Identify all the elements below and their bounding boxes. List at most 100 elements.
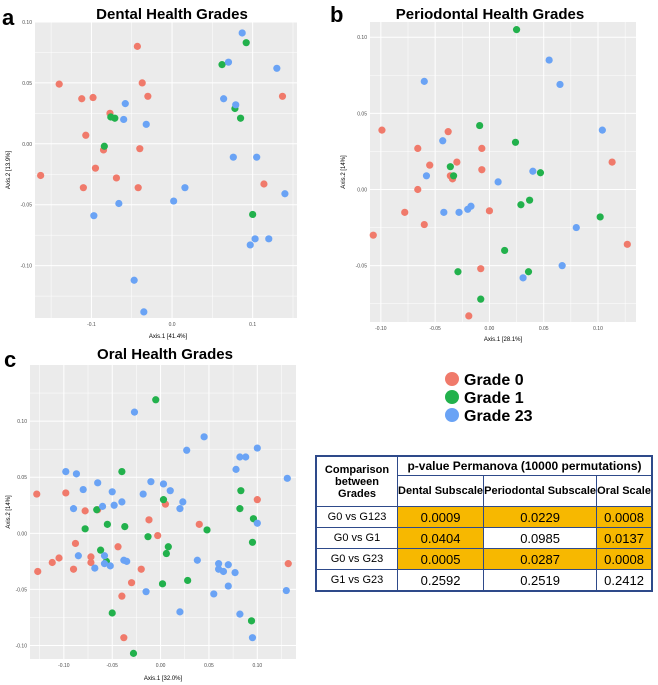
point-grade0 xyxy=(87,558,95,567)
point-grade23 xyxy=(62,468,70,476)
point-grade23 xyxy=(159,480,168,488)
point-grade23 xyxy=(170,197,178,205)
point-grade0 xyxy=(623,240,631,248)
header-comparison: Comparison between Grades xyxy=(315,455,398,507)
panel-b-plot-bg xyxy=(370,22,636,322)
point-grade0 xyxy=(278,92,287,100)
legend: Grade 0 Grade 1 Grade 23 xyxy=(445,372,533,425)
point-grade23 xyxy=(253,153,261,161)
point-grade23 xyxy=(439,137,447,145)
panel-a-plot-bg xyxy=(35,22,297,318)
point-grade1 xyxy=(121,522,129,531)
point-grade0 xyxy=(253,496,261,504)
cell-periodontal: 0.2519 xyxy=(483,569,598,592)
point-grade0 xyxy=(91,164,100,172)
point-grade23 xyxy=(142,588,150,596)
point-grade0 xyxy=(195,520,203,528)
x-tick-label: 0.05 xyxy=(539,326,549,332)
point-grade23 xyxy=(229,153,237,161)
point-grade23 xyxy=(246,241,254,249)
point-grade23 xyxy=(251,235,259,243)
point-grade1 xyxy=(100,142,108,150)
x-tick-label: -0.1 xyxy=(87,322,96,328)
x-tick-label: 0.10 xyxy=(252,663,262,669)
table-row: G0 vs G123 0.0009 0.0229 0.0008 xyxy=(315,506,653,528)
point-grade0 xyxy=(478,166,486,174)
point-grade1 xyxy=(526,196,534,204)
panel-a: a Dental Health Grades -0.1 0.0 0.1-0.10-0… xyxy=(2,5,297,340)
point-grade1 xyxy=(159,496,168,504)
point-grade23 xyxy=(224,58,233,66)
panel-c: c Oral Health Grades -0.10 -0.05 0.00 0.05 0… xyxy=(4,346,296,682)
point-grade1 xyxy=(446,163,454,171)
point-grade23 xyxy=(130,276,138,284)
panel-a-title: Dental Health Grades xyxy=(96,6,248,23)
point-grade1 xyxy=(450,172,458,180)
point-grade0 xyxy=(138,79,146,87)
panel-a-points xyxy=(37,29,289,316)
point-grade23 xyxy=(519,274,527,282)
point-grade23 xyxy=(282,586,290,595)
point-grade23 xyxy=(215,565,223,573)
point-grade23 xyxy=(236,453,244,461)
y-tick-label: 0.10 xyxy=(357,35,367,41)
point-grade0 xyxy=(154,531,162,540)
point-grade23 xyxy=(556,80,564,89)
point-grade1 xyxy=(249,210,257,219)
point-grade23 xyxy=(440,208,448,216)
point-grade1 xyxy=(236,114,245,122)
panel-c-letter: c xyxy=(4,347,16,372)
panel-b-xlabel: Axis.1 [28.1%] xyxy=(484,337,523,343)
point-grade23 xyxy=(422,172,431,180)
point-grade23 xyxy=(115,199,123,208)
point-grade1 xyxy=(248,538,257,546)
point-grade23 xyxy=(110,501,118,509)
panel-a-xlabel: Axis.1 [41.4%] xyxy=(149,334,188,340)
cell-oral: 0.0008 xyxy=(596,548,653,570)
header-periodontal: Periodontal Subscale xyxy=(483,475,598,507)
point-grade23 xyxy=(238,29,246,37)
point-grade0 xyxy=(137,565,145,573)
point-grade0 xyxy=(118,592,126,600)
point-grade23 xyxy=(108,488,116,496)
point-grade1 xyxy=(477,295,485,303)
point-grade1 xyxy=(111,114,119,122)
y-tick-label: 0.10 xyxy=(17,419,27,425)
table-row: G0 vs G1 0.0404 0.0985 0.0137 xyxy=(315,527,653,549)
x-tick-label: -0.05 xyxy=(429,326,441,332)
point-grade23 xyxy=(90,212,98,220)
cell-periodontal: 0.0985 xyxy=(483,527,598,549)
x-tick-label: 0.1 xyxy=(249,322,256,328)
point-grade1 xyxy=(203,526,211,534)
point-grade23 xyxy=(281,190,289,198)
panel-b-title: Periodontal Health Grades xyxy=(396,6,584,23)
point-grade0 xyxy=(136,145,144,153)
point-grade23 xyxy=(69,505,78,513)
point-grade23 xyxy=(123,557,131,565)
point-grade23 xyxy=(545,56,553,64)
header-pvalue: p-value Permanova (10000 permutations) xyxy=(397,455,653,476)
point-grade1 xyxy=(501,246,509,255)
y-tick-label: -0.05 xyxy=(16,587,28,593)
point-grade0 xyxy=(34,567,42,576)
legend-label-grade23: Grade 23 xyxy=(464,408,533,425)
point-grade23 xyxy=(139,490,147,498)
point-grade23 xyxy=(147,478,155,486)
row-comparison: G0 vs G23 xyxy=(315,548,398,570)
x-tick-label: 0.00 xyxy=(156,663,166,669)
point-grade23 xyxy=(181,184,189,192)
point-grade1 xyxy=(524,268,533,276)
y-tick-label: 0.00 xyxy=(357,188,367,194)
point-grade23 xyxy=(193,556,201,564)
panel-c-title: Oral Health Grades xyxy=(97,346,233,363)
cell-dental: 0.0009 xyxy=(396,506,485,528)
point-grade23 xyxy=(121,100,129,108)
permanova-table: Comparison between Grades p-value Perman… xyxy=(315,455,653,592)
point-grade23 xyxy=(283,474,291,482)
point-grade0 xyxy=(369,231,377,239)
point-grade0 xyxy=(112,174,121,182)
point-grade0 xyxy=(69,565,78,573)
x-tick-label: 0.0 xyxy=(169,322,176,328)
point-grade0 xyxy=(55,554,63,562)
y-tick-label: 0.05 xyxy=(22,81,32,87)
